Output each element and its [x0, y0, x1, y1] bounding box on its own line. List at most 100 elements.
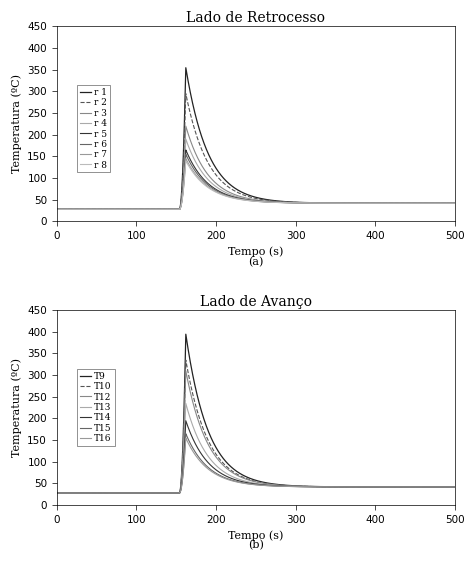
T16 [54, 490, 60, 496]
r 1 [123, 206, 129, 212]
r 5 [445, 200, 450, 207]
Line: T9: T9 [57, 334, 455, 493]
r 1 [183, 65, 188, 71]
Line: r 1: r 1 [57, 68, 455, 209]
T12 [402, 483, 407, 490]
r 6 [207, 183, 212, 190]
X-axis label: Tempo (s): Tempo (s) [228, 247, 284, 257]
T12 [207, 443, 212, 450]
T10 [224, 464, 230, 470]
Line: r 5: r 5 [57, 150, 455, 209]
T10 [445, 483, 450, 490]
r 8 [207, 185, 212, 192]
r 2 [402, 200, 407, 207]
r 1 [402, 200, 407, 207]
T9 [99, 490, 105, 496]
T15 [207, 465, 212, 472]
r 4 [123, 206, 129, 212]
r 4 [452, 200, 458, 207]
Y-axis label: Temperatura (ºC): Temperatura (ºC) [11, 74, 22, 173]
r 5 [99, 206, 105, 212]
r 8 [452, 200, 458, 207]
r 6 [402, 200, 407, 207]
Line: r 8: r 8 [57, 161, 455, 209]
T9 [183, 331, 188, 338]
T13 [207, 455, 212, 461]
Line: T10: T10 [57, 360, 455, 493]
r 3 [224, 188, 230, 194]
r 2 [452, 200, 458, 207]
T9 [402, 483, 407, 490]
r 7 [54, 206, 60, 212]
r 8 [183, 157, 188, 164]
T10 [54, 490, 60, 496]
r 2 [99, 206, 105, 212]
T13 [224, 470, 230, 477]
r 8 [99, 206, 105, 212]
T12 [54, 490, 60, 496]
Line: T13: T13 [57, 404, 455, 493]
X-axis label: Tempo (s): Tempo (s) [228, 531, 284, 541]
r 2 [207, 162, 212, 169]
r 1 [452, 200, 458, 207]
r 4 [54, 206, 60, 212]
r 6 [99, 206, 105, 212]
r 7 [123, 206, 129, 212]
T9 [54, 490, 60, 496]
r 8 [402, 200, 407, 207]
T12 [99, 490, 105, 496]
Line: r 6: r 6 [57, 155, 455, 209]
r 4 [402, 200, 407, 207]
r 6 [54, 206, 60, 212]
r 4 [207, 178, 212, 184]
r 3 [402, 200, 407, 207]
T12 [183, 368, 188, 374]
r 6 [445, 200, 450, 207]
r 1 [224, 178, 230, 185]
r 6 [224, 192, 230, 199]
T15 [54, 490, 60, 496]
Title: Lado de Avanço: Lado de Avanço [200, 295, 312, 309]
T14 [123, 490, 129, 496]
T14 [99, 490, 105, 496]
T14 [183, 418, 188, 424]
T14 [452, 483, 458, 490]
r 2 [224, 183, 230, 189]
T16 [224, 476, 230, 483]
r 4 [99, 206, 105, 212]
r 7 [402, 200, 407, 207]
r 3 [452, 200, 458, 207]
T9 [224, 459, 230, 466]
r 2 [123, 206, 129, 212]
Line: T15: T15 [57, 434, 455, 493]
r 3 [445, 200, 450, 207]
r 7 [207, 184, 212, 191]
r 6 [123, 206, 129, 212]
T10 [207, 440, 212, 447]
T14 [402, 483, 407, 490]
r 4 [445, 200, 450, 207]
Line: r 7: r 7 [57, 158, 455, 209]
T14 [224, 473, 230, 480]
r 8 [123, 206, 129, 212]
T15 [402, 483, 407, 490]
r 5 [183, 147, 188, 153]
r 7 [224, 193, 230, 200]
Line: r 2: r 2 [57, 94, 455, 209]
T16 [452, 483, 458, 490]
r 5 [224, 191, 230, 198]
T16 [445, 483, 450, 490]
T13 [452, 483, 458, 490]
r 2 [54, 206, 60, 212]
r 3 [54, 206, 60, 212]
r 6 [452, 200, 458, 207]
r 1 [207, 153, 212, 160]
r 5 [54, 206, 60, 212]
T13 [123, 490, 129, 496]
T16 [207, 467, 212, 474]
r 5 [452, 200, 458, 207]
r 7 [445, 200, 450, 207]
r 3 [183, 123, 188, 129]
T12 [452, 483, 458, 490]
r 2 [445, 200, 450, 207]
